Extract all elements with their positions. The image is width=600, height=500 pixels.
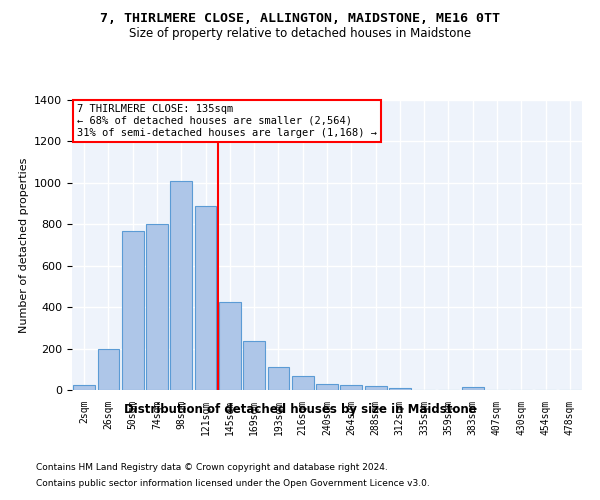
Text: Distribution of detached houses by size in Maidstone: Distribution of detached houses by size … [124, 402, 476, 415]
Bar [316, 384, 338, 390]
Text: 7, THIRLMERE CLOSE, ALLINGTON, MAIDSTONE, ME16 0TT: 7, THIRLMERE CLOSE, ALLINGTON, MAIDSTONE… [100, 12, 500, 26]
Text: Contains HM Land Registry data © Crown copyright and database right 2024.: Contains HM Land Registry data © Crown c… [36, 464, 388, 472]
Bar [170, 181, 192, 390]
Text: Size of property relative to detached houses in Maidstone: Size of property relative to detached ho… [129, 28, 471, 40]
Bar [389, 388, 411, 390]
Bar [97, 348, 119, 390]
Bar [292, 376, 314, 390]
Bar [268, 367, 289, 390]
Bar [340, 385, 362, 390]
Bar [219, 302, 241, 390]
Bar [122, 230, 143, 390]
Bar [73, 385, 95, 390]
Bar [243, 342, 265, 390]
Y-axis label: Number of detached properties: Number of detached properties [19, 158, 29, 332]
Bar [194, 206, 217, 390]
Text: 7 THIRLMERE CLOSE: 135sqm
← 68% of detached houses are smaller (2,564)
31% of se: 7 THIRLMERE CLOSE: 135sqm ← 68% of detac… [77, 104, 377, 138]
Bar [146, 224, 168, 390]
Bar [462, 387, 484, 390]
Bar [365, 386, 386, 390]
Text: Contains public sector information licensed under the Open Government Licence v3: Contains public sector information licen… [36, 478, 430, 488]
